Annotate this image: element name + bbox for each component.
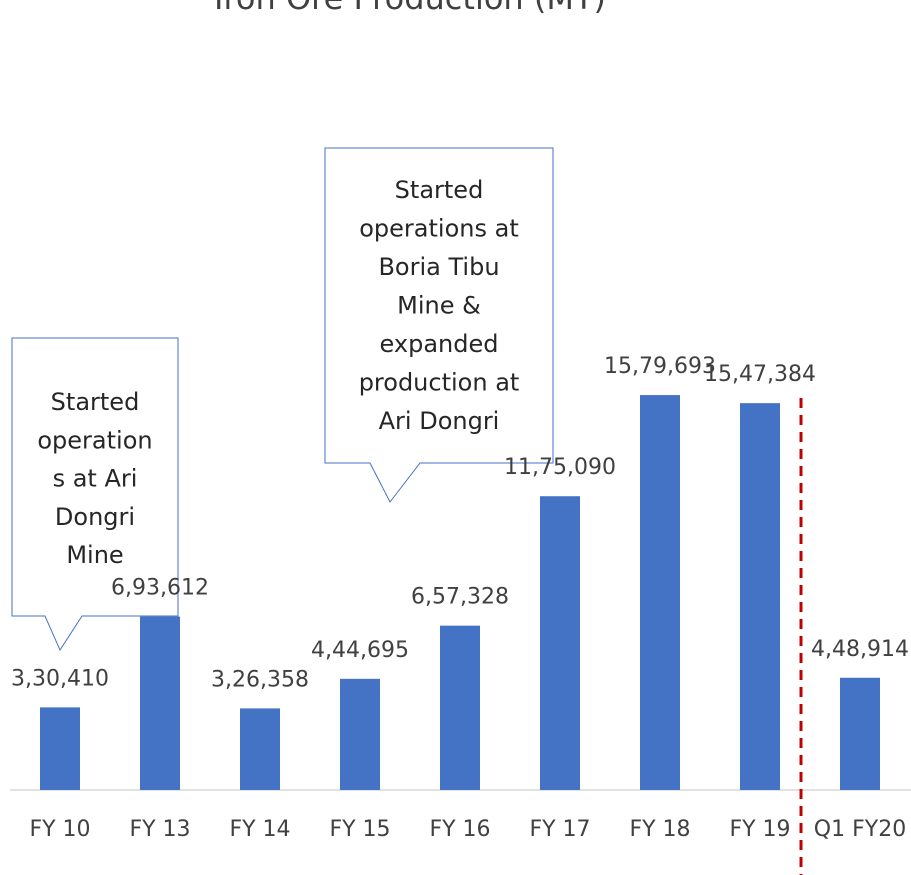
x-tick-label: FY 13 [129, 817, 190, 842]
value-label: 11,75,090 [504, 455, 616, 480]
bar [240, 708, 280, 790]
annotation-line: Mine & [397, 292, 481, 320]
annotation-line: production at [359, 369, 520, 397]
value-label: 3,26,358 [211, 667, 309, 692]
callout [324, 147, 554, 503]
bar [640, 395, 680, 790]
bar [540, 496, 580, 790]
annotation-line: Dongri [55, 503, 135, 531]
bar [440, 625, 480, 790]
value-label: 6,57,328 [411, 585, 509, 610]
annotation-line: operations at [359, 215, 518, 243]
bar [140, 616, 180, 790]
annotation-line: operation [37, 426, 152, 454]
x-tick-label: FY 18 [629, 817, 690, 842]
value-label: 15,47,384 [704, 362, 816, 387]
x-tick-label: FY 15 [329, 817, 390, 842]
bar [840, 677, 880, 790]
x-tick-label: FY 10 [29, 817, 90, 842]
annotation-line: Ari Dongri [379, 407, 500, 435]
value-label: 4,44,695 [311, 638, 409, 663]
bar [340, 678, 380, 790]
x-tick-label: Q1 FY20 [814, 817, 906, 842]
x-tick-label: FY 16 [429, 817, 490, 842]
value-label: 15,79,693 [604, 354, 716, 379]
annotation-line: Boria Tibu [378, 253, 499, 281]
x-tick-label: FY 19 [729, 817, 790, 842]
value-label: 6,93,612 [111, 576, 209, 601]
bar [40, 707, 80, 790]
annotation-line: expanded [380, 330, 499, 358]
annotation-line: Started [51, 388, 140, 416]
bar [740, 403, 780, 790]
x-tick-label: FY 14 [229, 817, 290, 842]
callout [11, 337, 179, 652]
value-label: 4,48,914 [811, 637, 909, 662]
x-tick-label: FY 17 [529, 817, 590, 842]
value-label: 3,30,410 [11, 666, 109, 691]
annotation-line: Mine [66, 541, 123, 569]
chart-title: Iron Ore Production (MT) [214, 0, 606, 17]
annotation-line: s at Ari [53, 465, 138, 493]
annotation-line: Started [395, 176, 484, 204]
